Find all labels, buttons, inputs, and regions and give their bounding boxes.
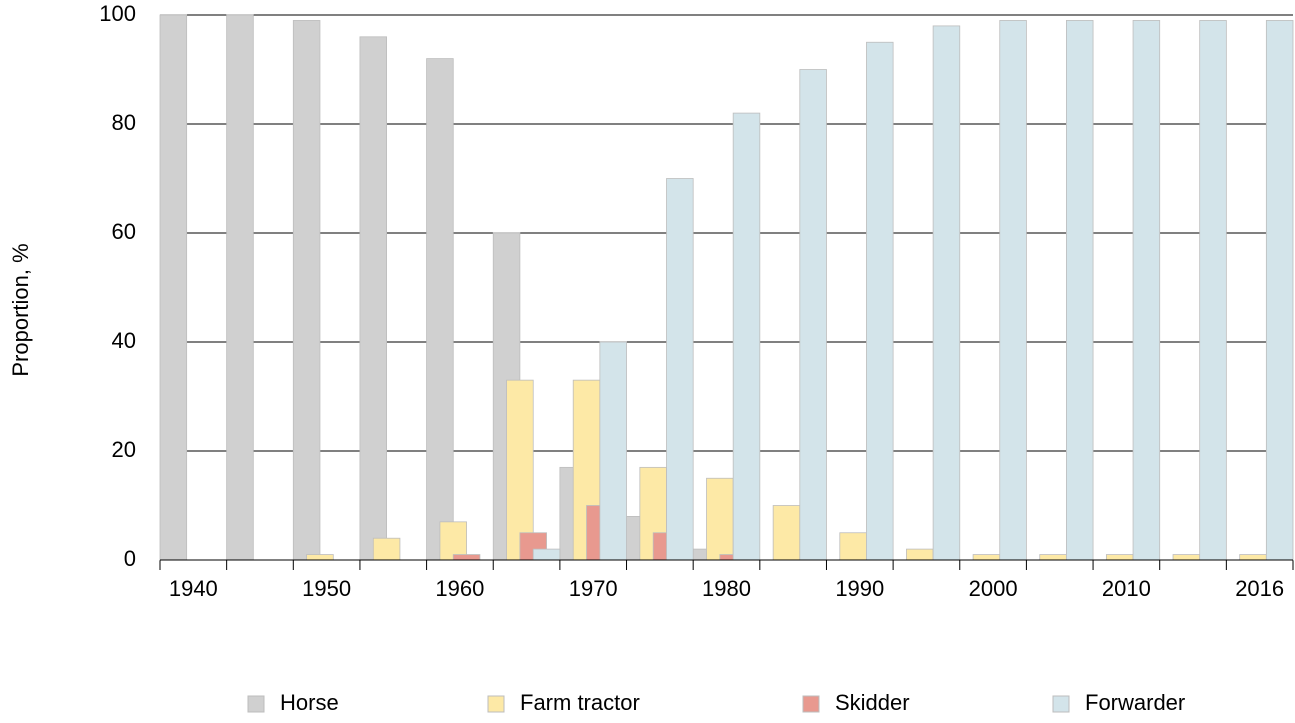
legend-swatch [802, 695, 820, 713]
bar [292, 20, 321, 561]
y-tick-label: 100 [99, 1, 136, 26]
y-tick-label: 0 [124, 546, 136, 571]
bar [1066, 20, 1094, 561]
bar [1239, 554, 1267, 561]
x-tick-label: 1970 [569, 576, 618, 601]
bar [372, 537, 401, 561]
bar [999, 20, 1027, 561]
x-tick-label: 2010 [1102, 576, 1151, 601]
bar [1105, 554, 1134, 561]
x-tick-label: 1990 [835, 576, 884, 601]
legend-swatch [247, 695, 265, 713]
bar [159, 14, 188, 561]
y-tick-label: 60 [112, 219, 136, 244]
bar [1265, 20, 1294, 561]
bar [306, 554, 334, 561]
x-tick-label: 1960 [435, 576, 484, 601]
bar [452, 554, 481, 561]
bar [359, 36, 387, 561]
bar [706, 477, 734, 561]
bar [906, 548, 934, 561]
legend-label: Farm tractor [520, 690, 640, 715]
x-tick-label: 1940 [169, 576, 218, 601]
legend-label: Forwarder [1085, 690, 1185, 715]
bar [839, 532, 867, 561]
x-tick-label: 1980 [702, 576, 751, 601]
bar [426, 58, 454, 561]
bar [932, 25, 961, 561]
x-tick-label: 2016 [1235, 576, 1284, 601]
x-tick-label: 2000 [969, 576, 1018, 601]
bar [666, 178, 694, 561]
bar [1172, 554, 1201, 561]
x-tick-label: 1950 [302, 576, 351, 601]
bar [1039, 554, 1067, 561]
bar [1199, 20, 1227, 561]
bar [972, 554, 1001, 561]
legend-swatch [1052, 695, 1070, 713]
bar [866, 41, 894, 561]
y-tick-label: 80 [112, 110, 136, 135]
bar [799, 69, 827, 561]
y-tick-label: 20 [112, 437, 136, 462]
legend-label: Horse [280, 690, 339, 715]
bar [532, 548, 561, 561]
bar [1132, 20, 1161, 561]
legend-swatch [487, 695, 505, 713]
bar [599, 341, 627, 561]
y-tick-label: 40 [112, 328, 136, 353]
bar [226, 14, 254, 561]
legend-label: Skidder [835, 690, 910, 715]
y-axis-label: Proportion, % [8, 243, 33, 376]
bar [439, 521, 467, 561]
bar [732, 112, 761, 561]
bar [772, 505, 801, 561]
bar [506, 379, 534, 561]
